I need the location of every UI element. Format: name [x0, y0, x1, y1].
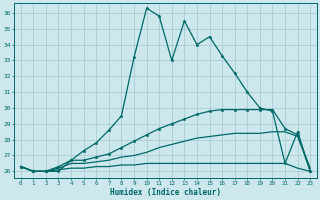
X-axis label: Humidex (Indice chaleur): Humidex (Indice chaleur)	[110, 188, 221, 197]
